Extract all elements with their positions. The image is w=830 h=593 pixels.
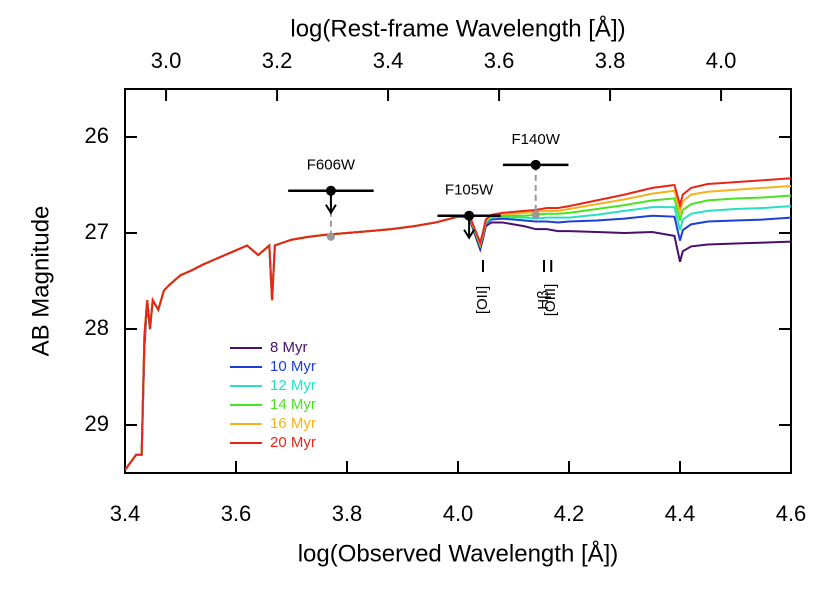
filter-label: F606W xyxy=(307,157,356,174)
x2-tick-label: 3.6 xyxy=(484,48,515,73)
legend-label: 8 Myr xyxy=(270,339,308,356)
y-tick-label: 27 xyxy=(85,219,109,244)
x2-tick-label: 3.2 xyxy=(262,48,293,73)
legend-label: 14 Myr xyxy=(270,396,316,413)
y-tick-label: 28 xyxy=(85,315,109,340)
x2-tick-label: 3.8 xyxy=(595,48,626,73)
plot-frame xyxy=(124,88,792,474)
spectrum-line xyxy=(125,194,791,471)
line-label: Hβ xyxy=(535,290,552,310)
x-tick-label: 3.6 xyxy=(221,501,252,526)
x-tick-label: 4.4 xyxy=(665,501,696,526)
y-tick-label: 29 xyxy=(85,411,109,436)
line-label: [OIII] xyxy=(542,284,559,317)
x2-axis-title: log(Rest-frame Wavelength [Å]) xyxy=(290,14,625,42)
y-tick-label: 26 xyxy=(85,123,109,148)
photometry-point xyxy=(464,210,475,221)
model-point xyxy=(326,232,335,241)
upper-limit-head xyxy=(325,204,337,215)
legend-label: 20 Myr xyxy=(270,434,316,451)
x2-tick-label: 3.4 xyxy=(373,48,404,73)
x-tick-label: 4.0 xyxy=(443,501,474,526)
legend-label: 16 Myr xyxy=(270,415,316,432)
photometry-point xyxy=(530,159,541,170)
filter-label: F140W xyxy=(512,131,561,148)
x-tick-label: 3.8 xyxy=(332,501,363,526)
y-axis-title: AB Magnitude xyxy=(27,206,54,357)
model-point xyxy=(531,210,540,219)
spectrum-line xyxy=(125,214,791,471)
x-axis-title: log(Observed Wavelength [Å]) xyxy=(298,539,619,567)
legend-label: 10 Myr xyxy=(270,358,316,375)
x-tick-label: 4.6 xyxy=(776,501,807,526)
filter-label: F105W xyxy=(445,182,494,199)
photometry-point xyxy=(325,185,336,196)
legend-label: 12 Myr xyxy=(270,377,316,394)
spectrum-line xyxy=(125,177,791,471)
upper-limit-head xyxy=(463,229,475,240)
x2-tick-label: 3.0 xyxy=(151,48,182,73)
line-label: [OII] xyxy=(474,286,491,314)
x-tick-label: 3.4 xyxy=(110,501,141,526)
spectrum-line xyxy=(125,184,791,471)
x-tick-label: 4.2 xyxy=(554,501,585,526)
x2-tick-label: 4.0 xyxy=(706,48,737,73)
